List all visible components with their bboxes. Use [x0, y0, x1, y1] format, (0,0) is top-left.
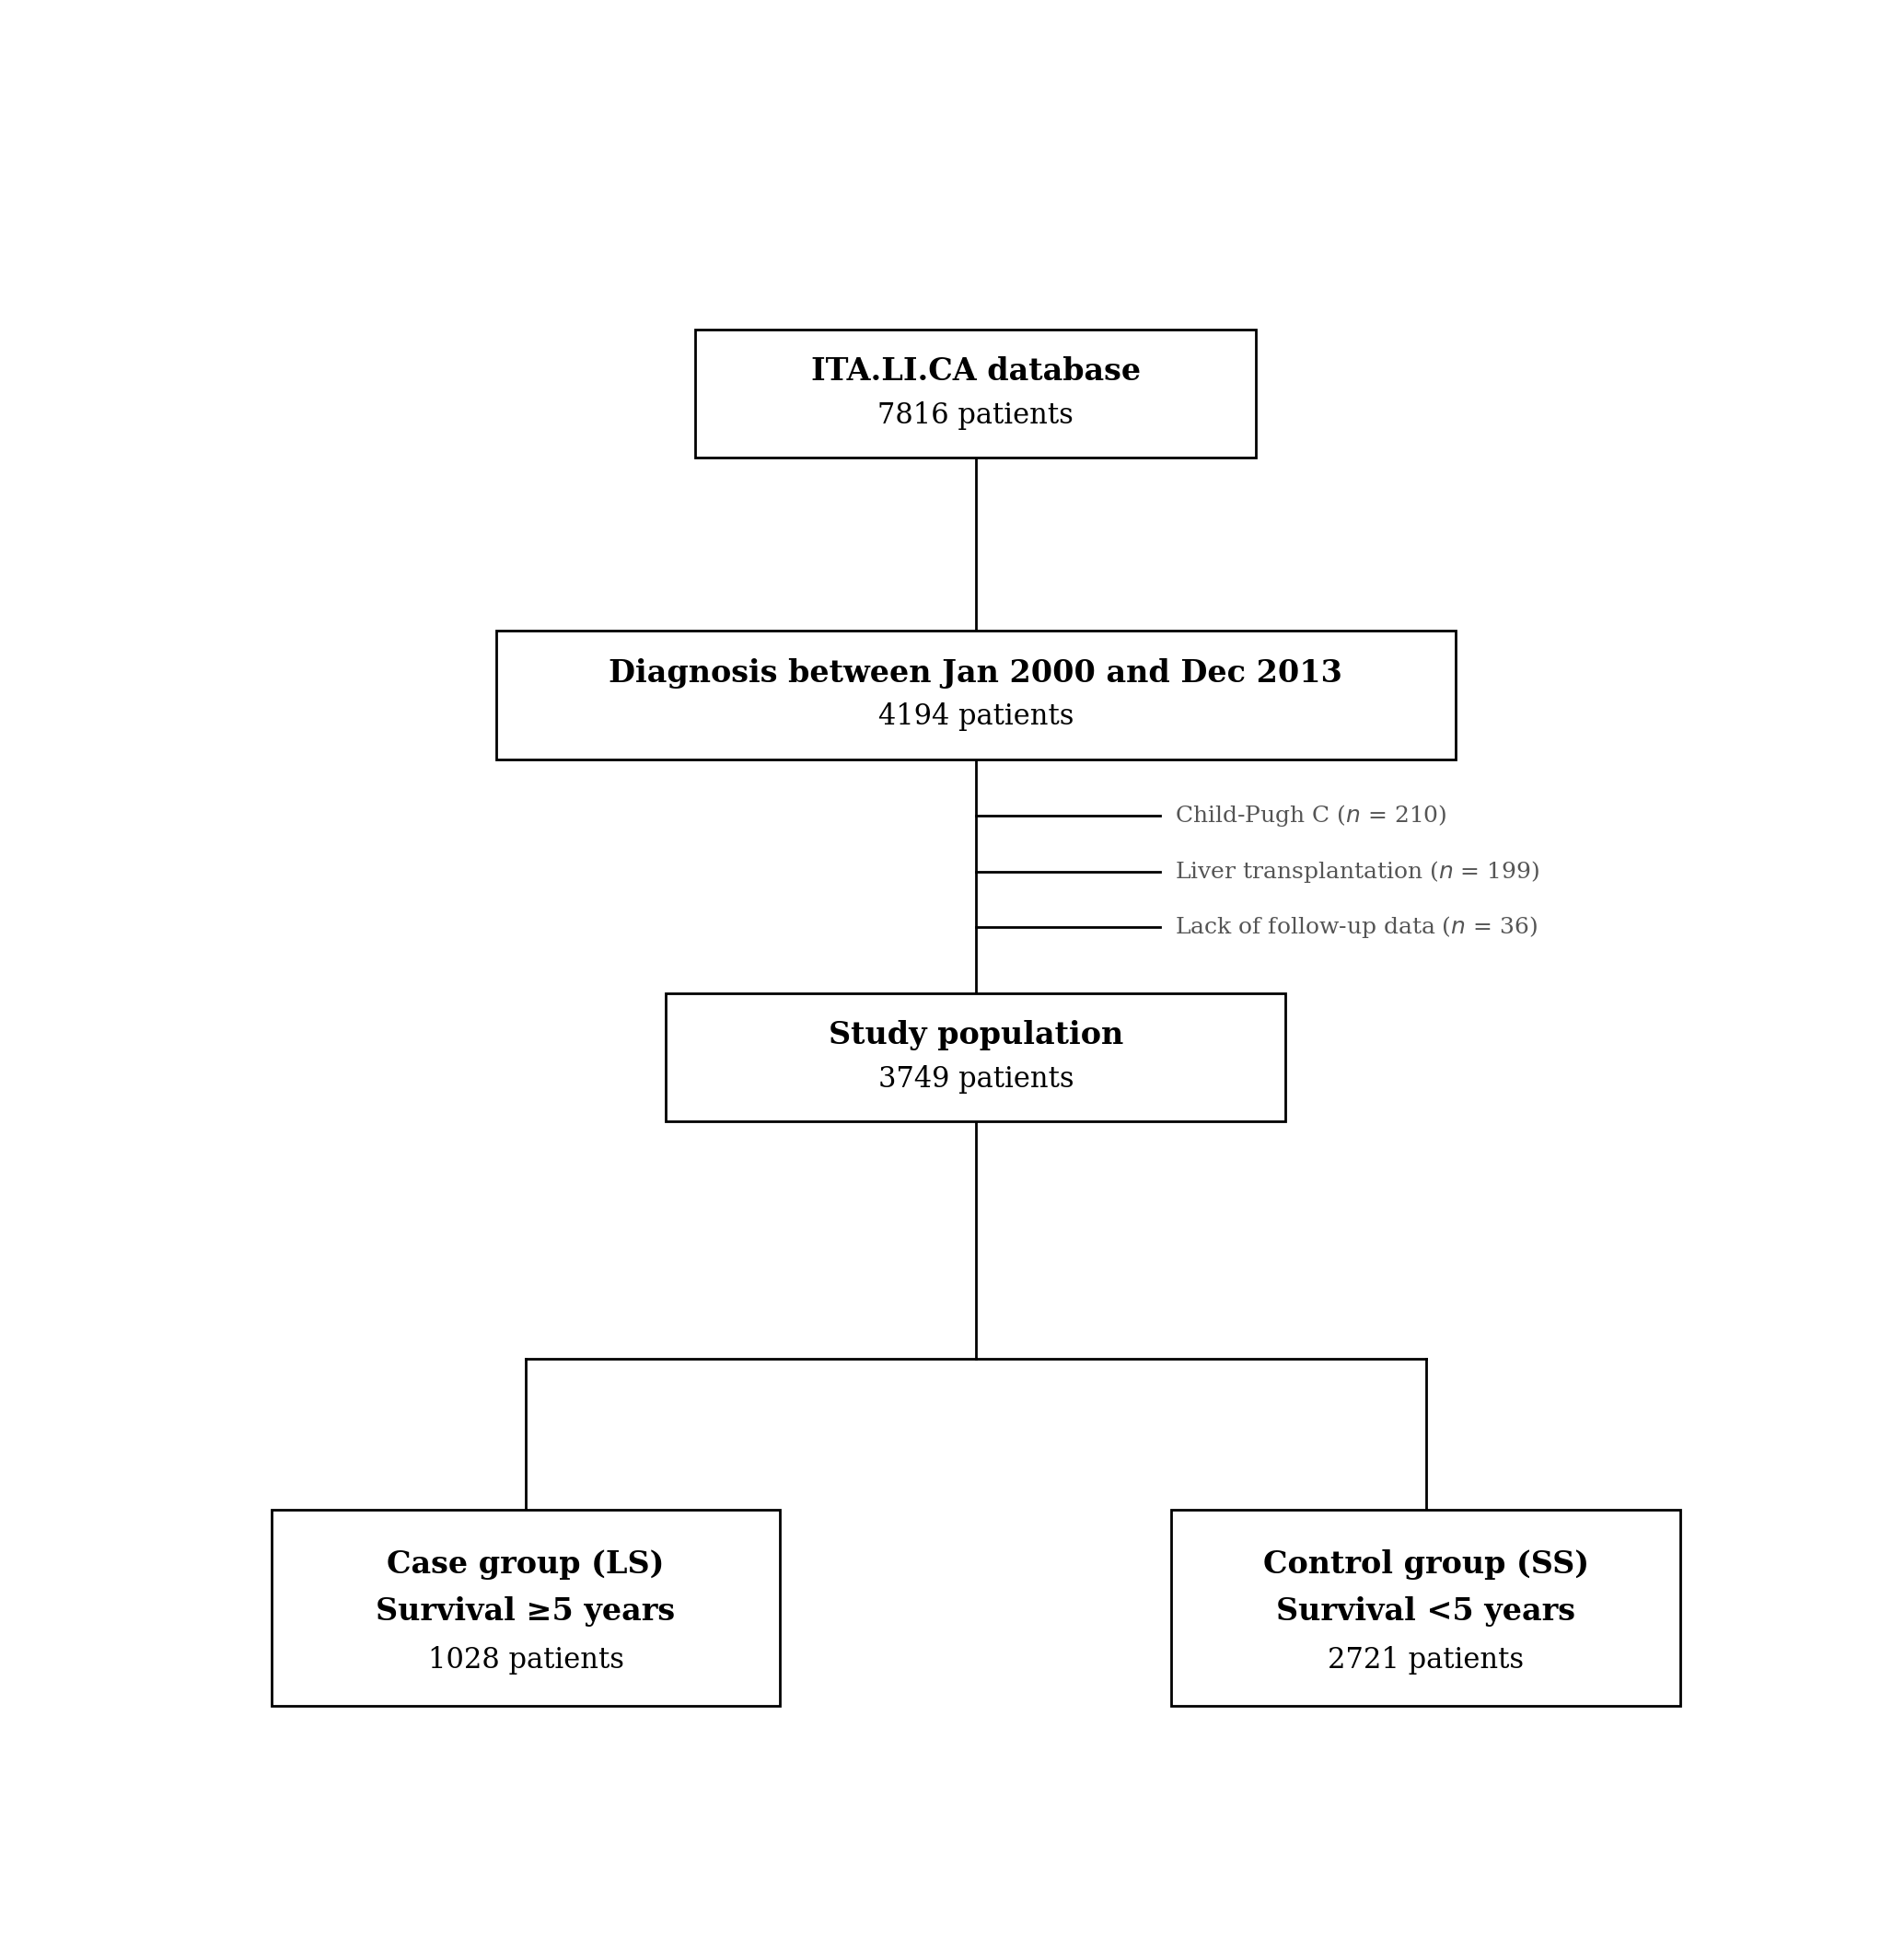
Text: Study population: Study population — [828, 1021, 1123, 1050]
Text: Control group (SS): Control group (SS) — [1262, 1550, 1588, 1579]
Text: 3749 patients: 3749 patients — [878, 1064, 1074, 1093]
Text: Lack of follow-up data ($\mathit{n}$ = 36): Lack of follow-up data ($\mathit{n}$ = 3… — [1175, 915, 1538, 940]
Text: 4194 patients: 4194 patients — [878, 703, 1074, 731]
Text: Child-Pugh C ($\mathit{n}$ = 210): Child-Pugh C ($\mathit{n}$ = 210) — [1175, 803, 1447, 829]
Text: Diagnosis between Jan 2000 and Dec 2013: Diagnosis between Jan 2000 and Dec 2013 — [609, 658, 1342, 688]
Text: 2721 patients: 2721 patients — [1327, 1646, 1523, 1675]
Text: Survival ≥5 years: Survival ≥5 years — [377, 1597, 676, 1626]
FancyBboxPatch shape — [270, 1510, 781, 1706]
Text: 7816 patients: 7816 patients — [878, 402, 1074, 429]
FancyBboxPatch shape — [497, 631, 1455, 760]
FancyBboxPatch shape — [666, 993, 1285, 1121]
FancyBboxPatch shape — [1171, 1510, 1681, 1706]
FancyBboxPatch shape — [695, 329, 1257, 458]
Text: Survival <5 years: Survival <5 years — [1276, 1597, 1575, 1626]
Text: 1028 patients: 1028 patients — [428, 1646, 625, 1675]
Text: Case group (LS): Case group (LS) — [387, 1550, 664, 1579]
Text: ITA.LI.CA database: ITA.LI.CA database — [811, 357, 1140, 386]
Text: Liver transplantation ($\mathit{n}$ = 199): Liver transplantation ($\mathit{n}$ = 19… — [1175, 858, 1540, 885]
